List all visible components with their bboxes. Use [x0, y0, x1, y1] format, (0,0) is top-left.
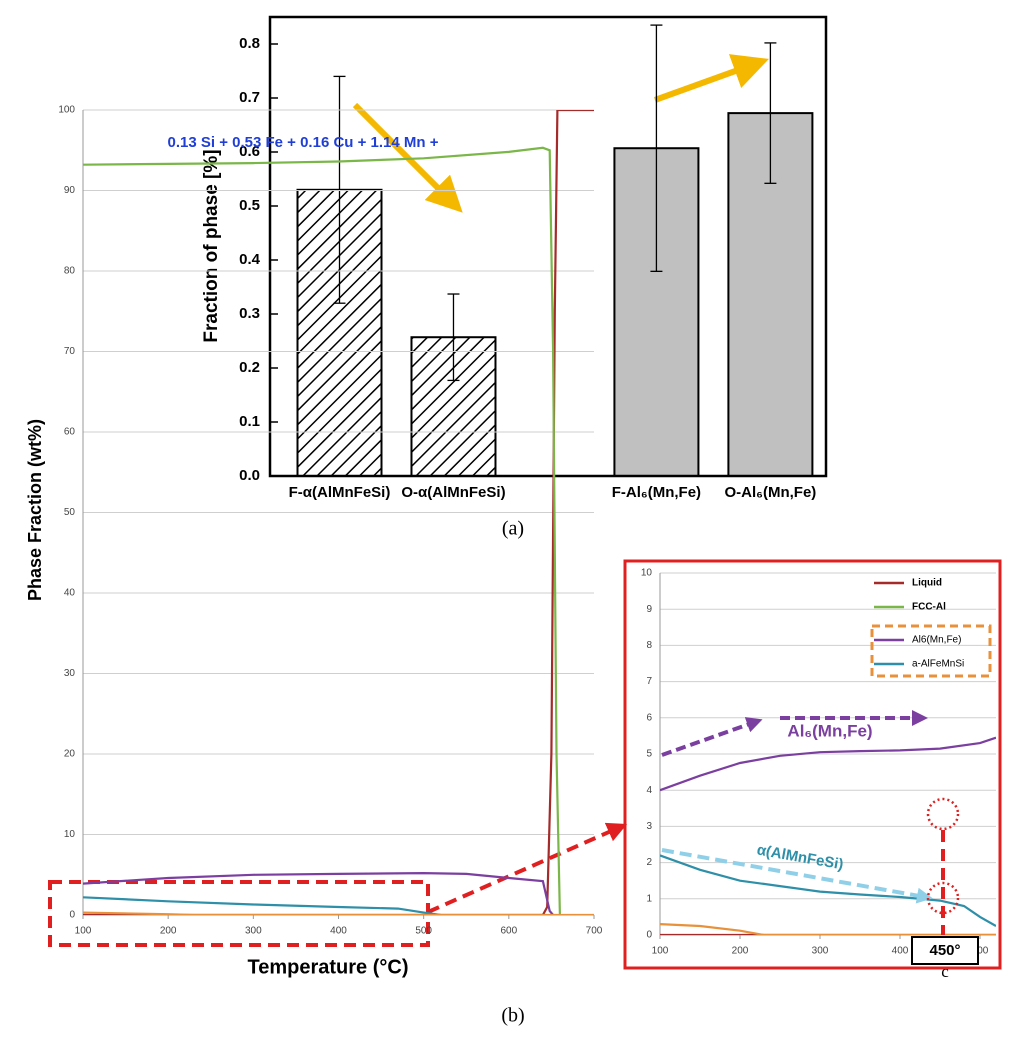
caption: (a) — [502, 518, 524, 540]
x-tick-label: 500 — [415, 926, 432, 937]
dashed-arrow — [661, 717, 763, 757]
x-tick-label: F-Al₆(Mn,Fe) — [612, 484, 701, 501]
annotation: 0.13 Si + 0.53 Fe + 0.16 Cu + 1.14 Mn + — [168, 134, 439, 151]
y-tick-label: 6 — [646, 712, 652, 723]
y-tick-label: 0.1 — [239, 413, 260, 430]
x-tick-label: 100 — [652, 946, 669, 957]
y-tick-label: 10 — [641, 568, 653, 579]
series-line — [660, 736, 996, 792]
y-tick-label: 3 — [646, 821, 652, 832]
x-tick-label: O-α(AlMnFeSi) — [401, 484, 505, 501]
y-tick-label: 8 — [646, 640, 652, 651]
y-tick-label: 70 — [64, 346, 76, 357]
y-tick-label: 60 — [64, 427, 76, 438]
annotation: c — [941, 962, 949, 981]
legend-label: Al6(Mn,Fe) — [912, 635, 961, 646]
y-tick-label: 5 — [646, 749, 652, 760]
caption: (b) — [501, 1005, 524, 1027]
y-tick-label: 0.2 — [239, 359, 260, 376]
y-tick-label: 0 — [646, 930, 652, 941]
plots: 0.0 0.1 0.2 0.3 0.4 0.5 0.6 0.7 0.8 F-α(AlMnFeSi)… — [25, 15, 996, 1027]
x-tick-label: 200 — [160, 926, 177, 937]
x-tick-label: 300 — [812, 946, 829, 957]
marker-circle — [926, 797, 960, 831]
y-tick-label: 0.6 — [239, 143, 260, 160]
y-tick-label: 7 — [646, 676, 652, 687]
x-tick-label: 400 — [892, 946, 909, 957]
y-tick-label: 0.4 — [239, 251, 261, 268]
y-tick-label: 0.8 — [239, 35, 260, 52]
y-tick-label: 0.7 — [239, 89, 260, 106]
legend-label: a-AlFeMnSi — [912, 659, 964, 670]
annotation: 450° — [929, 942, 960, 959]
annotation: Al₆(Mn,Fe) — [787, 721, 872, 740]
series-line — [660, 854, 996, 927]
overlay: 450° c — [661, 624, 992, 981]
y-axis-label: Fraction of phase [%] — [201, 149, 222, 342]
inset-frame — [623, 559, 1002, 970]
y-tick-label: 0.0 — [239, 467, 260, 484]
highlight-box — [870, 624, 992, 678]
label-box — [911, 936, 979, 965]
y-tick-label: 80 — [64, 266, 76, 277]
y-tick-label: 100 — [58, 105, 75, 116]
x-tick-label: 100 — [75, 926, 92, 937]
y-tick-label: 0.3 — [239, 305, 260, 322]
plot-frame — [268, 15, 828, 478]
y-axis-label: Phase Fraction (wt%) — [25, 419, 45, 601]
x-tick-label: 400 — [330, 926, 347, 937]
x-tick-label: 600 — [500, 926, 517, 937]
legend-label: FCC-Al — [912, 602, 946, 613]
x-tick-label: F-α(AlMnFeSi) — [289, 484, 391, 501]
zoom-arrow — [427, 822, 628, 914]
x-tick-label: 200 — [732, 946, 749, 957]
trend-arrow — [352, 102, 463, 213]
series-line — [83, 896, 441, 915]
y-tick-label: 2 — [646, 857, 652, 868]
y-tick-label: 4 — [646, 785, 652, 796]
series-line — [83, 871, 554, 915]
x-tick-label: O-Al₆(Mn,Fe) — [725, 484, 817, 501]
y-tick-label: 90 — [64, 185, 76, 196]
x-tick-label: 700 — [586, 926, 603, 937]
y-tick-label: 0.5 — [239, 197, 260, 214]
legend-label: Liquid — [912, 578, 942, 589]
y-tick-label: 20 — [64, 749, 76, 760]
x-axis-label: Temperature (°C) — [248, 956, 409, 978]
trend-arrow — [653, 54, 769, 103]
series-line — [83, 146, 561, 915]
y-tick-label: 50 — [64, 507, 76, 518]
x-tick-label: 300 — [245, 926, 262, 937]
y-tick-label: 0 — [69, 910, 75, 921]
marker-circle — [926, 881, 960, 915]
series-line — [83, 110, 594, 915]
y-tick-label: 10 — [64, 829, 76, 840]
x-tick-label: 500 — [972, 946, 989, 957]
y-tick-label: 40 — [64, 588, 76, 599]
y-tick-label: 9 — [646, 604, 652, 615]
series-line — [660, 923, 996, 935]
series-line — [83, 911, 594, 915]
y-tick-label: 1 — [646, 893, 652, 904]
dashed-arrow — [661, 848, 933, 904]
y-tick-label: 30 — [64, 668, 76, 679]
